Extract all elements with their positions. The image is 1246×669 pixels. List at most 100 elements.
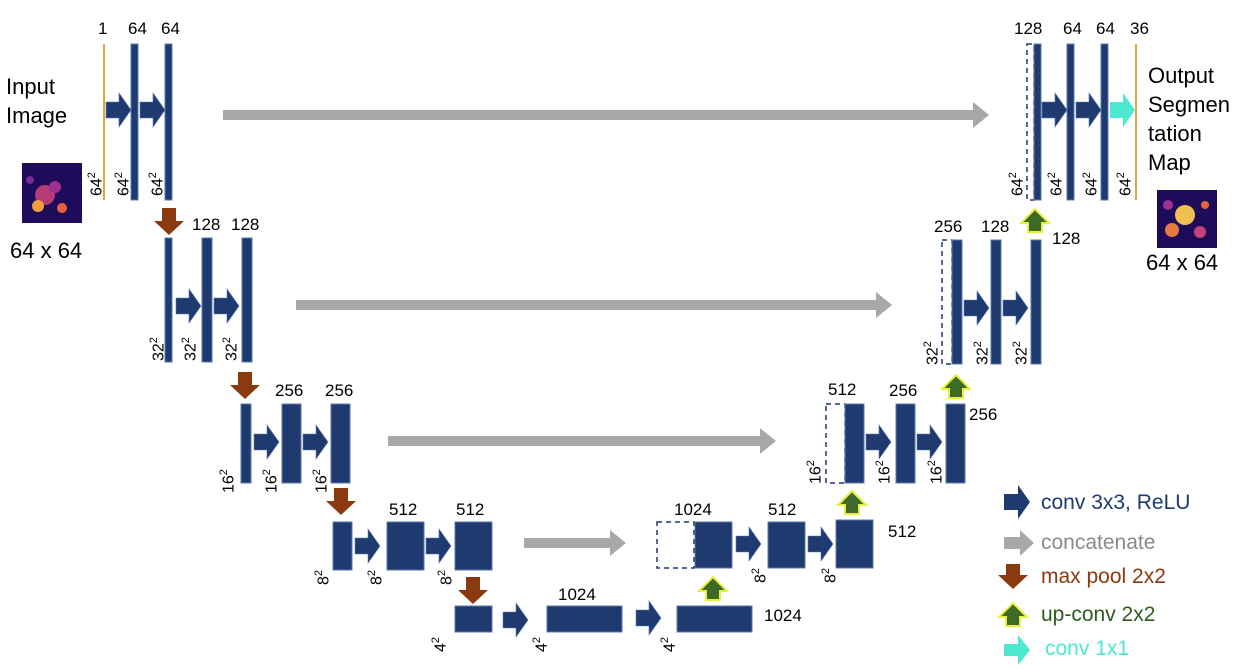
feature-map-l2a [201, 237, 213, 363]
conv-arrow [1041, 92, 1068, 128]
channel-label: 256 [934, 217, 963, 236]
conv-arrows [105, 92, 1102, 638]
channel-label: 64 [1096, 19, 1115, 38]
size-label: 82 [313, 569, 333, 585]
size-label: 162 [261, 469, 281, 493]
conv-arrow [1075, 92, 1102, 128]
upconv-arrows [696, 207, 1052, 601]
feature-map-l5b [676, 605, 753, 633]
conv1x1-arrow [1110, 93, 1135, 127]
channel-label: 1 [98, 19, 108, 38]
feature-map-r4-up [694, 521, 733, 569]
feature-map-l3-pooled [240, 403, 252, 484]
conv-arrow [502, 602, 529, 638]
channel-label: 512 [888, 522, 917, 541]
channel-label: 128 [1052, 229, 1081, 248]
channel-label: 256 [275, 381, 304, 400]
channel-label: 128 [231, 215, 260, 234]
maxpool-arrow [326, 488, 356, 515]
conv-arrow [175, 288, 202, 324]
channel-label: 1024 [558, 585, 596, 604]
size-label: 162 [874, 460, 894, 484]
feature-map-r3-up [844, 403, 865, 484]
size-label: 162 [805, 460, 825, 484]
size-label: 322 [1011, 341, 1031, 365]
size-label: 642 [1081, 172, 1101, 196]
size-label: 642 [1046, 172, 1066, 196]
channel-label: 512 [828, 380, 857, 399]
conv-arrow [735, 526, 762, 562]
input-size: 64 x 64 [10, 238, 83, 263]
conv-arrow [213, 288, 240, 324]
maxpool-arrow [154, 208, 184, 235]
legend-maxpool-label: max pool 2x2 [1041, 565, 1166, 588]
input-image [22, 163, 82, 223]
size-label: 322 [180, 337, 200, 361]
concat-arrow-l4 [524, 530, 626, 556]
feature-map-r1-up [1033, 43, 1042, 201]
feature-map-l5a [546, 605, 623, 633]
concat-map-r2 [941, 239, 953, 365]
concat-arrows [223, 102, 989, 556]
legend-conv-label: conv 3x3, ReLU [1041, 491, 1191, 514]
legend-upconv-icon [996, 601, 1030, 627]
feature-map-l4a [386, 521, 425, 571]
feature-map-r3b [945, 403, 966, 484]
output-title-line2: Segmen [1148, 92, 1230, 117]
output-title-line4: Map [1148, 150, 1191, 175]
channel-label: 128 [981, 217, 1010, 236]
feature-map-l2-pooled [164, 237, 173, 363]
conv-arrow [1002, 290, 1029, 326]
size-label: 322 [972, 341, 992, 365]
feature-map-l4b [454, 521, 493, 571]
size-label: 162 [926, 460, 946, 484]
conv-arrow [963, 290, 990, 326]
concat-arrow-l2 [296, 292, 892, 318]
feature-map-r2-up [951, 239, 963, 365]
input-title-line1: Input [6, 74, 55, 99]
legend-conv-icon [1004, 485, 1030, 519]
conv-arrow [865, 424, 892, 460]
conv-arrow [916, 424, 943, 460]
conv-arrow [635, 600, 662, 636]
channel-label: 64 [1063, 19, 1082, 38]
maxpool-arrows [154, 208, 488, 604]
channel-label: 256 [889, 381, 918, 400]
upconv-arrow [835, 489, 869, 515]
feature-map-l3b [330, 403, 351, 484]
channel-label: 512 [456, 500, 485, 519]
size-label: 42 [531, 636, 551, 652]
upconv-arrow [696, 575, 730, 601]
channel-label: 128 [1014, 19, 1043, 38]
concat-map-r3 [825, 403, 846, 484]
concat-map-r4 [656, 521, 695, 569]
size-label: 42 [430, 636, 450, 652]
size-label: 642 [1115, 172, 1135, 196]
channel-label: 512 [389, 500, 418, 519]
size-label: 322 [922, 341, 942, 365]
conv-arrow [807, 526, 834, 562]
feature-map-r1b [1100, 43, 1109, 201]
legend-conv1x1-icon [1004, 635, 1030, 665]
feature-map-l5-pooled [454, 605, 493, 633]
channel-label: 64 [161, 19, 180, 38]
feature-map-r4a [767, 521, 806, 569]
size-label: 42 [659, 636, 679, 652]
channel-label: 1024 [674, 500, 712, 519]
maxpool-arrow [458, 577, 488, 604]
size-label: 642 [147, 172, 167, 196]
concat-map-r1 [1026, 43, 1035, 201]
legend-upconv-label: up-conv 2x2 [1041, 603, 1156, 626]
concat-arrow-l3 [388, 428, 776, 454]
size-label: 322 [148, 337, 168, 361]
output-size: 64 x 64 [1146, 250, 1219, 275]
feature-map-r2a [990, 239, 1002, 365]
legend-concat-icon [1004, 530, 1034, 556]
conv-arrow [139, 92, 166, 128]
size-label: 162 [218, 469, 238, 493]
feature-map-l2b [241, 237, 253, 363]
size-label: 162 [311, 469, 331, 493]
size-label: 642 [86, 172, 106, 196]
legend-conv1x1-label: conv 1x1 [1045, 637, 1130, 660]
